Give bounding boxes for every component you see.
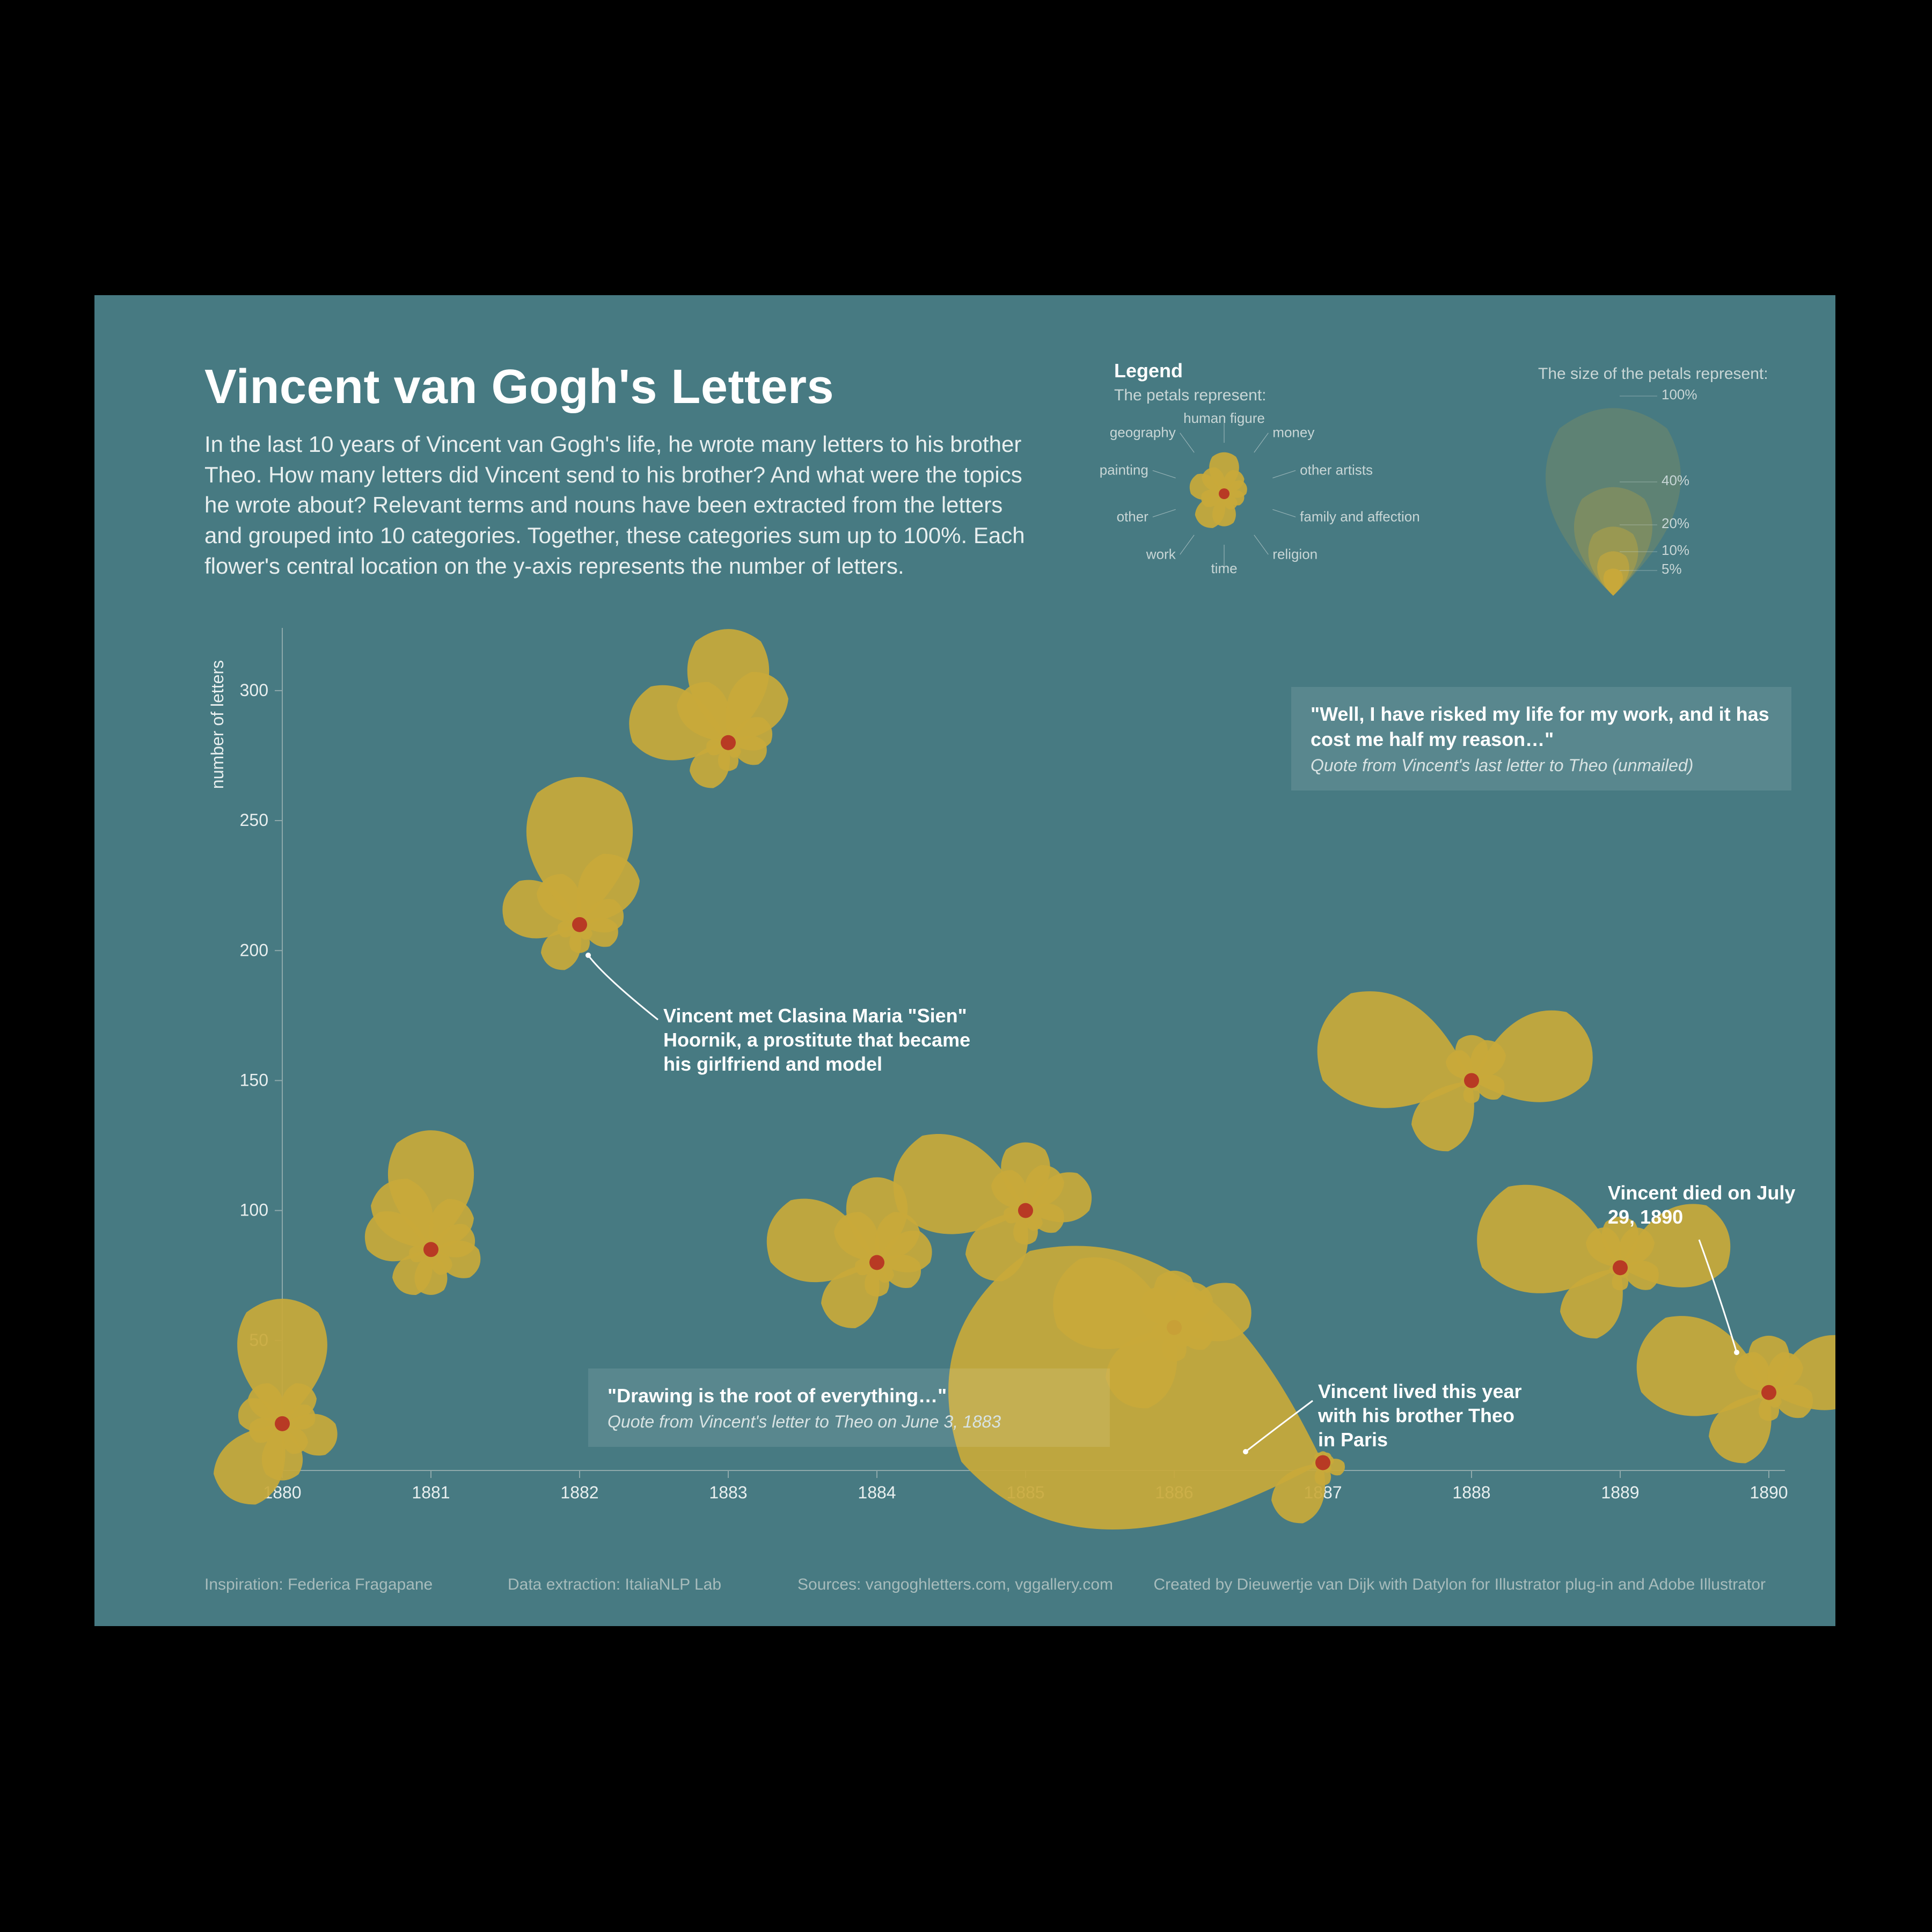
svg-text:1881: 1881 (412, 1483, 450, 1502)
credit-data: Data extraction: ItaliaNLP Lab (508, 1576, 721, 1594)
quote-box: "Drawing is the root of everything…"Quot… (588, 1368, 1110, 1447)
svg-text:number of letters: number of letters (208, 660, 227, 789)
credit-inspiration: Inspiration: Federica Fragapane (204, 1576, 433, 1594)
svg-text:1883: 1883 (709, 1483, 747, 1502)
svg-text:1888: 1888 (1452, 1483, 1490, 1502)
quote-box: "Well, I have risked my life for my work… (1291, 687, 1791, 791)
svg-text:250: 250 (240, 810, 268, 830)
svg-text:1889: 1889 (1601, 1483, 1639, 1502)
svg-text:1882: 1882 (560, 1483, 598, 1502)
annotation-text: Vincent died on July 29, 1890 (1608, 1181, 1801, 1229)
svg-text:100: 100 (240, 1201, 268, 1220)
infographic-canvas: Vincent van Gogh's Letters In the last 1… (94, 295, 1835, 1626)
svg-text:150: 150 (240, 1070, 268, 1089)
svg-text:200: 200 (240, 940, 268, 960)
svg-text:1884: 1884 (858, 1483, 896, 1502)
credit-author: Created by Dieuwertje van Dijk with Daty… (1153, 1576, 1766, 1594)
annotation-text: Vincent lived this year with his brother… (1318, 1379, 1533, 1452)
svg-text:1890: 1890 (1750, 1483, 1788, 1502)
annotation-text: Vincent met Clasina Maria "Sien" Hoornik… (663, 1004, 996, 1076)
credit-sources: Sources: vangoghletters.com, vggallery.c… (797, 1576, 1113, 1594)
svg-text:300: 300 (240, 680, 268, 700)
